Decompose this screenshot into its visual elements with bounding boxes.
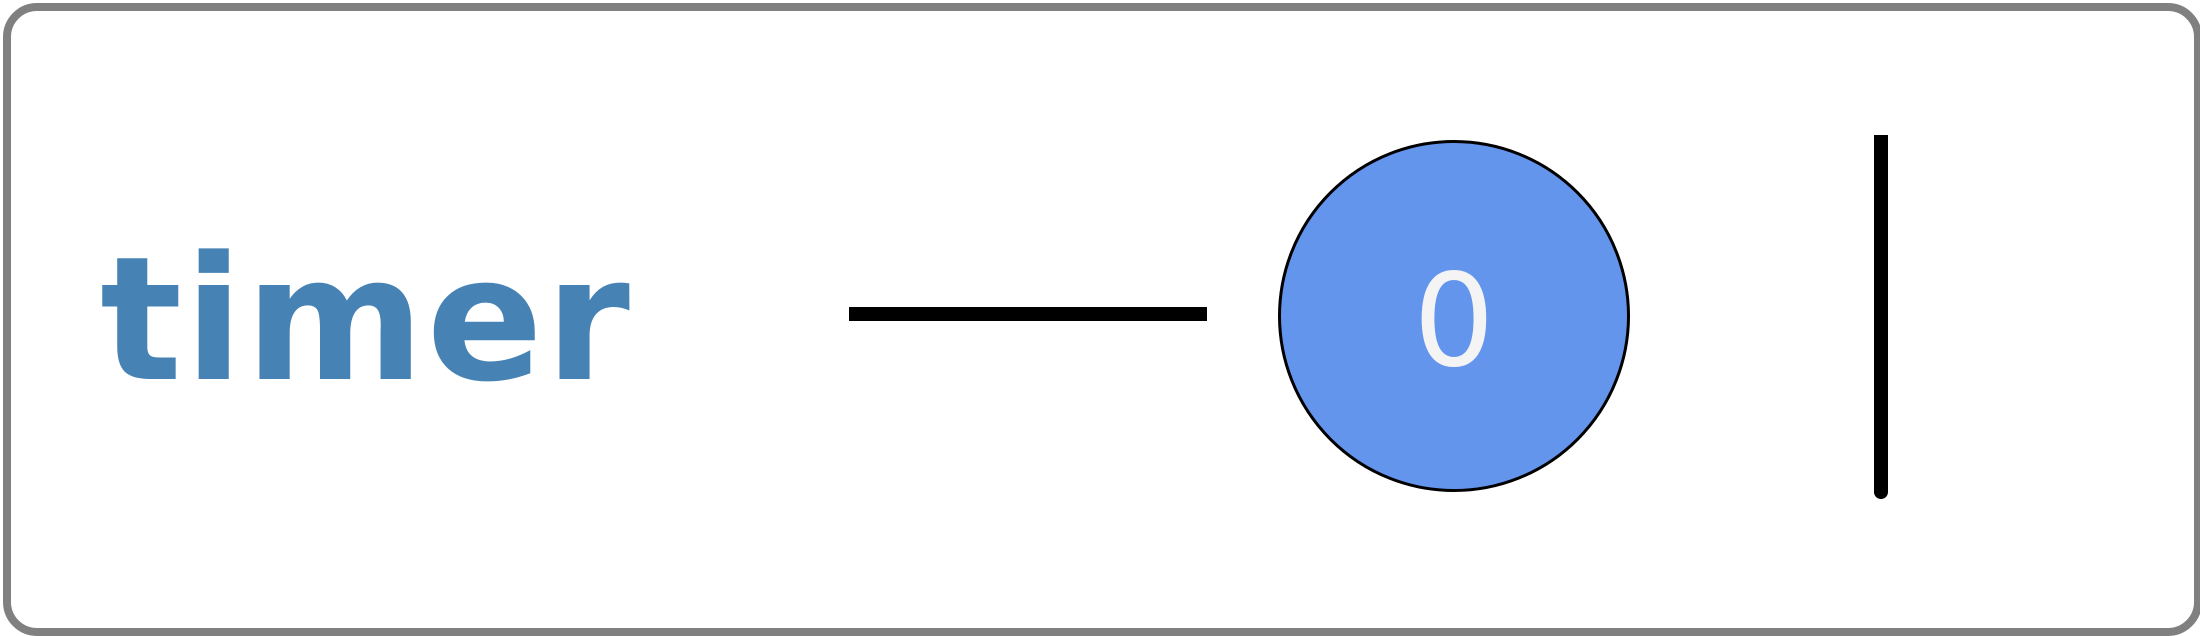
counter-circle: 0 (1278, 140, 1630, 492)
widget-title: timer (100, 219, 632, 420)
connector-line (849, 307, 1207, 321)
vertical-bar (1874, 135, 1888, 499)
counter-value: 0 (1413, 247, 1495, 396)
